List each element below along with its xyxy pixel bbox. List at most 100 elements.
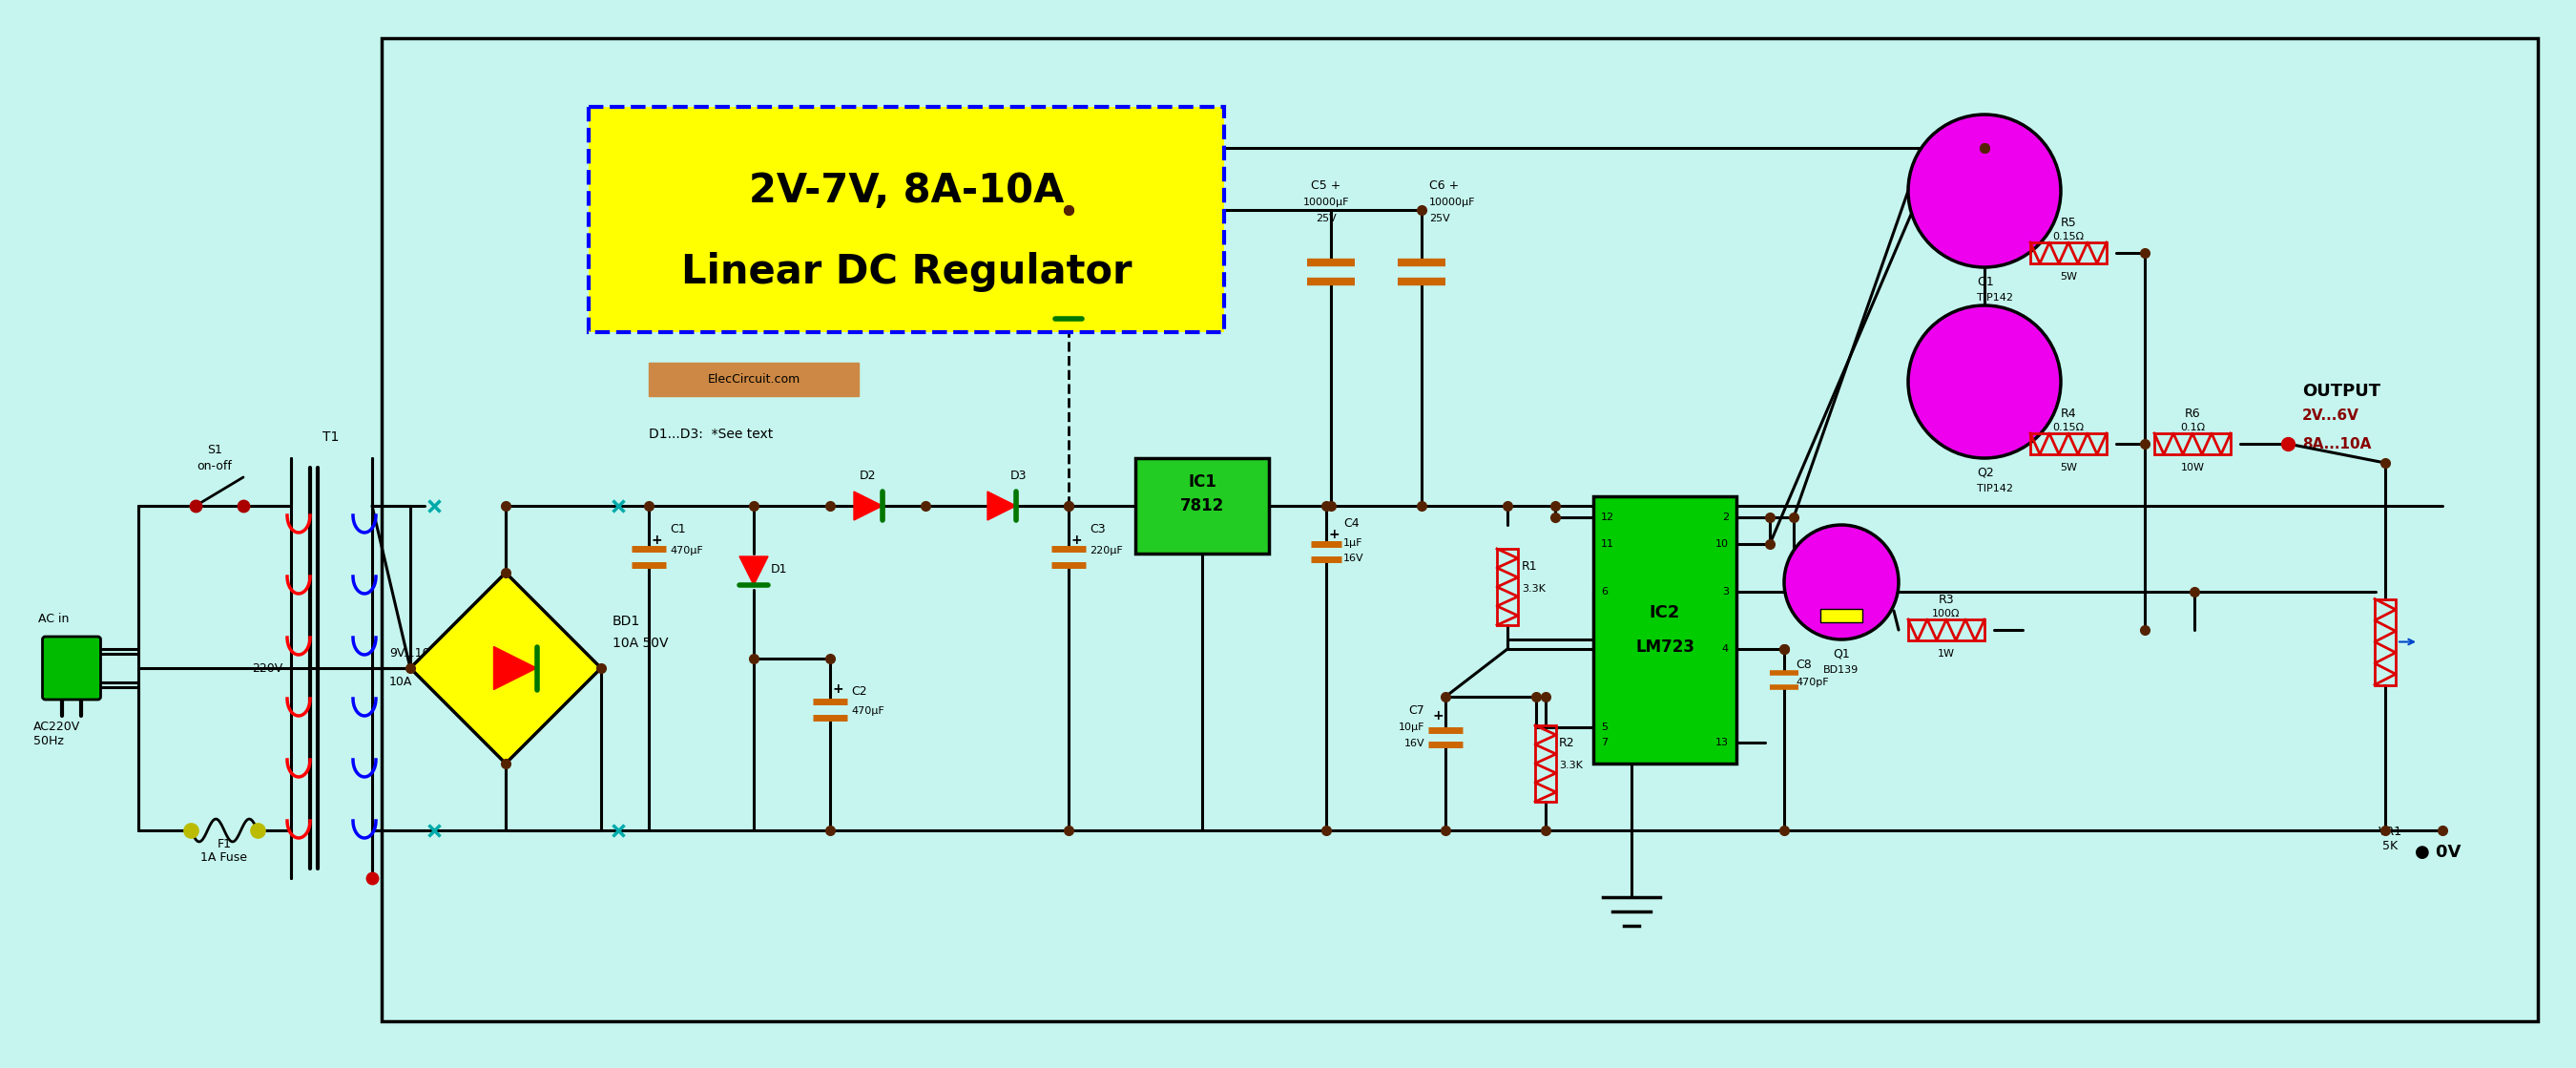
Text: 25V: 25V: [1316, 214, 1337, 223]
Text: C3: C3: [1090, 523, 1105, 535]
Bar: [381, 38, 2537, 1021]
Text: 5W: 5W: [2061, 272, 2076, 282]
Text: LM723: LM723: [1636, 639, 1695, 656]
Text: 470µF: 470µF: [670, 546, 703, 555]
Text: 10: 10: [1716, 539, 1728, 549]
Text: +: +: [1329, 528, 1340, 541]
Text: TIP142: TIP142: [1976, 484, 2012, 493]
Text: C4: C4: [1342, 517, 1360, 530]
Text: 6: 6: [1600, 587, 1607, 597]
Text: Q1: Q1: [1834, 647, 1850, 660]
Text: 10000µF: 10000µF: [1430, 198, 1476, 207]
Circle shape: [1909, 114, 2061, 267]
Text: D3: D3: [1010, 470, 1028, 482]
Text: 12: 12: [1600, 513, 1615, 522]
Text: C6 +: C6 +: [1430, 179, 1458, 192]
Text: D3: D3: [1082, 282, 1100, 294]
Text: C5 +: C5 +: [1311, 179, 1342, 192]
Text: 7812: 7812: [1180, 498, 1224, 515]
Bar: [1136, 458, 1270, 553]
Text: +: +: [1432, 709, 1443, 722]
Polygon shape: [739, 556, 768, 585]
Text: Q1: Q1: [1976, 274, 1994, 287]
Polygon shape: [853, 491, 884, 520]
Text: +: +: [652, 534, 662, 547]
Text: BD1: BD1: [613, 615, 641, 628]
Text: T1: T1: [322, 430, 340, 444]
Bar: [1595, 497, 1736, 764]
Text: 16V: 16V: [1404, 739, 1425, 749]
Bar: [2030, 242, 2107, 264]
Text: 220µF: 220µF: [1090, 546, 1123, 555]
Text: S1: S1: [206, 444, 222, 456]
Text: BD139: BD139: [1824, 665, 1860, 675]
Text: C2: C2: [850, 686, 868, 697]
Text: AC220V
50Hz: AC220V 50Hz: [33, 721, 80, 748]
Text: D1...D3:  *See text: D1...D3: *See text: [649, 427, 773, 441]
Text: 11: 11: [1600, 539, 1615, 549]
Text: 0.15Ω: 0.15Ω: [2053, 423, 2084, 433]
Text: 3: 3: [1723, 587, 1728, 597]
Text: F1: F1: [216, 838, 232, 850]
Text: Linear DC Regulator: Linear DC Regulator: [680, 252, 1131, 292]
Text: AC in: AC in: [39, 613, 70, 625]
Polygon shape: [987, 491, 1015, 520]
Text: 470µF: 470µF: [850, 706, 884, 716]
Text: R5: R5: [2061, 217, 2076, 229]
Text: 13: 13: [1716, 738, 1728, 748]
Polygon shape: [1056, 292, 1082, 318]
Bar: [1535, 725, 1556, 802]
Text: 8A...10A: 8A...10A: [2303, 437, 2372, 452]
Text: 2: 2: [1721, 513, 1728, 522]
Text: 10A 50V: 10A 50V: [613, 637, 667, 650]
Text: 10µF: 10µF: [1399, 722, 1425, 732]
Text: TIP142: TIP142: [1976, 293, 2012, 302]
Text: C1: C1: [670, 523, 685, 535]
Bar: [2375, 599, 2396, 685]
Text: VR1: VR1: [2378, 826, 2401, 838]
Text: IC1: IC1: [1188, 473, 1216, 490]
Text: ElecCircuit.com: ElecCircuit.com: [708, 373, 801, 386]
Text: 220V: 220V: [252, 662, 283, 674]
Polygon shape: [495, 646, 536, 690]
Text: 3.3K: 3.3K: [1522, 584, 1546, 594]
Polygon shape: [410, 572, 600, 764]
Text: 5: 5: [1600, 722, 1607, 732]
Text: 1W: 1W: [1937, 649, 1955, 659]
Text: ● 0V: ● 0V: [2414, 844, 2460, 861]
Bar: [2154, 434, 2231, 454]
Text: 5W: 5W: [2061, 462, 2076, 472]
Text: R1: R1: [1522, 561, 1538, 572]
Text: OUTPUT: OUTPUT: [2303, 382, 2380, 399]
Bar: [2030, 434, 2107, 454]
Text: +: +: [1072, 534, 1082, 547]
Text: 10W: 10W: [2179, 462, 2205, 472]
Text: R3: R3: [1937, 594, 1955, 606]
Text: 9V...10V: 9V...10V: [389, 647, 438, 660]
Text: +: +: [832, 682, 842, 695]
Bar: [649, 363, 858, 396]
Text: 5K: 5K: [2383, 839, 2398, 852]
Text: 10000µF: 10000µF: [1303, 198, 1350, 207]
Bar: [1821, 609, 1862, 623]
Text: C7: C7: [1409, 705, 1425, 717]
Text: R2: R2: [1558, 737, 1574, 750]
Text: C8: C8: [1795, 659, 1811, 671]
Text: 10A: 10A: [389, 676, 412, 689]
Bar: [1909, 619, 1984, 641]
FancyBboxPatch shape: [41, 637, 100, 700]
Text: IC2: IC2: [1649, 604, 1680, 622]
Text: 25V: 25V: [1430, 214, 1450, 223]
Text: 1µF: 1µF: [1342, 538, 1363, 548]
Text: on-off: on-off: [198, 460, 232, 472]
FancyBboxPatch shape: [590, 107, 1224, 332]
Text: R4: R4: [2061, 408, 2076, 420]
Text: D1: D1: [770, 563, 788, 576]
Text: 0.1Ω: 0.1Ω: [2179, 423, 2205, 433]
Text: 16V: 16V: [1342, 553, 1363, 563]
Text: 470pF: 470pF: [1795, 677, 1829, 687]
Text: 3.3K: 3.3K: [1558, 760, 1582, 770]
Text: Q2: Q2: [1976, 466, 1994, 478]
Text: 100Ω: 100Ω: [1932, 609, 1960, 618]
Text: 2V...6V: 2V...6V: [2303, 408, 2360, 423]
